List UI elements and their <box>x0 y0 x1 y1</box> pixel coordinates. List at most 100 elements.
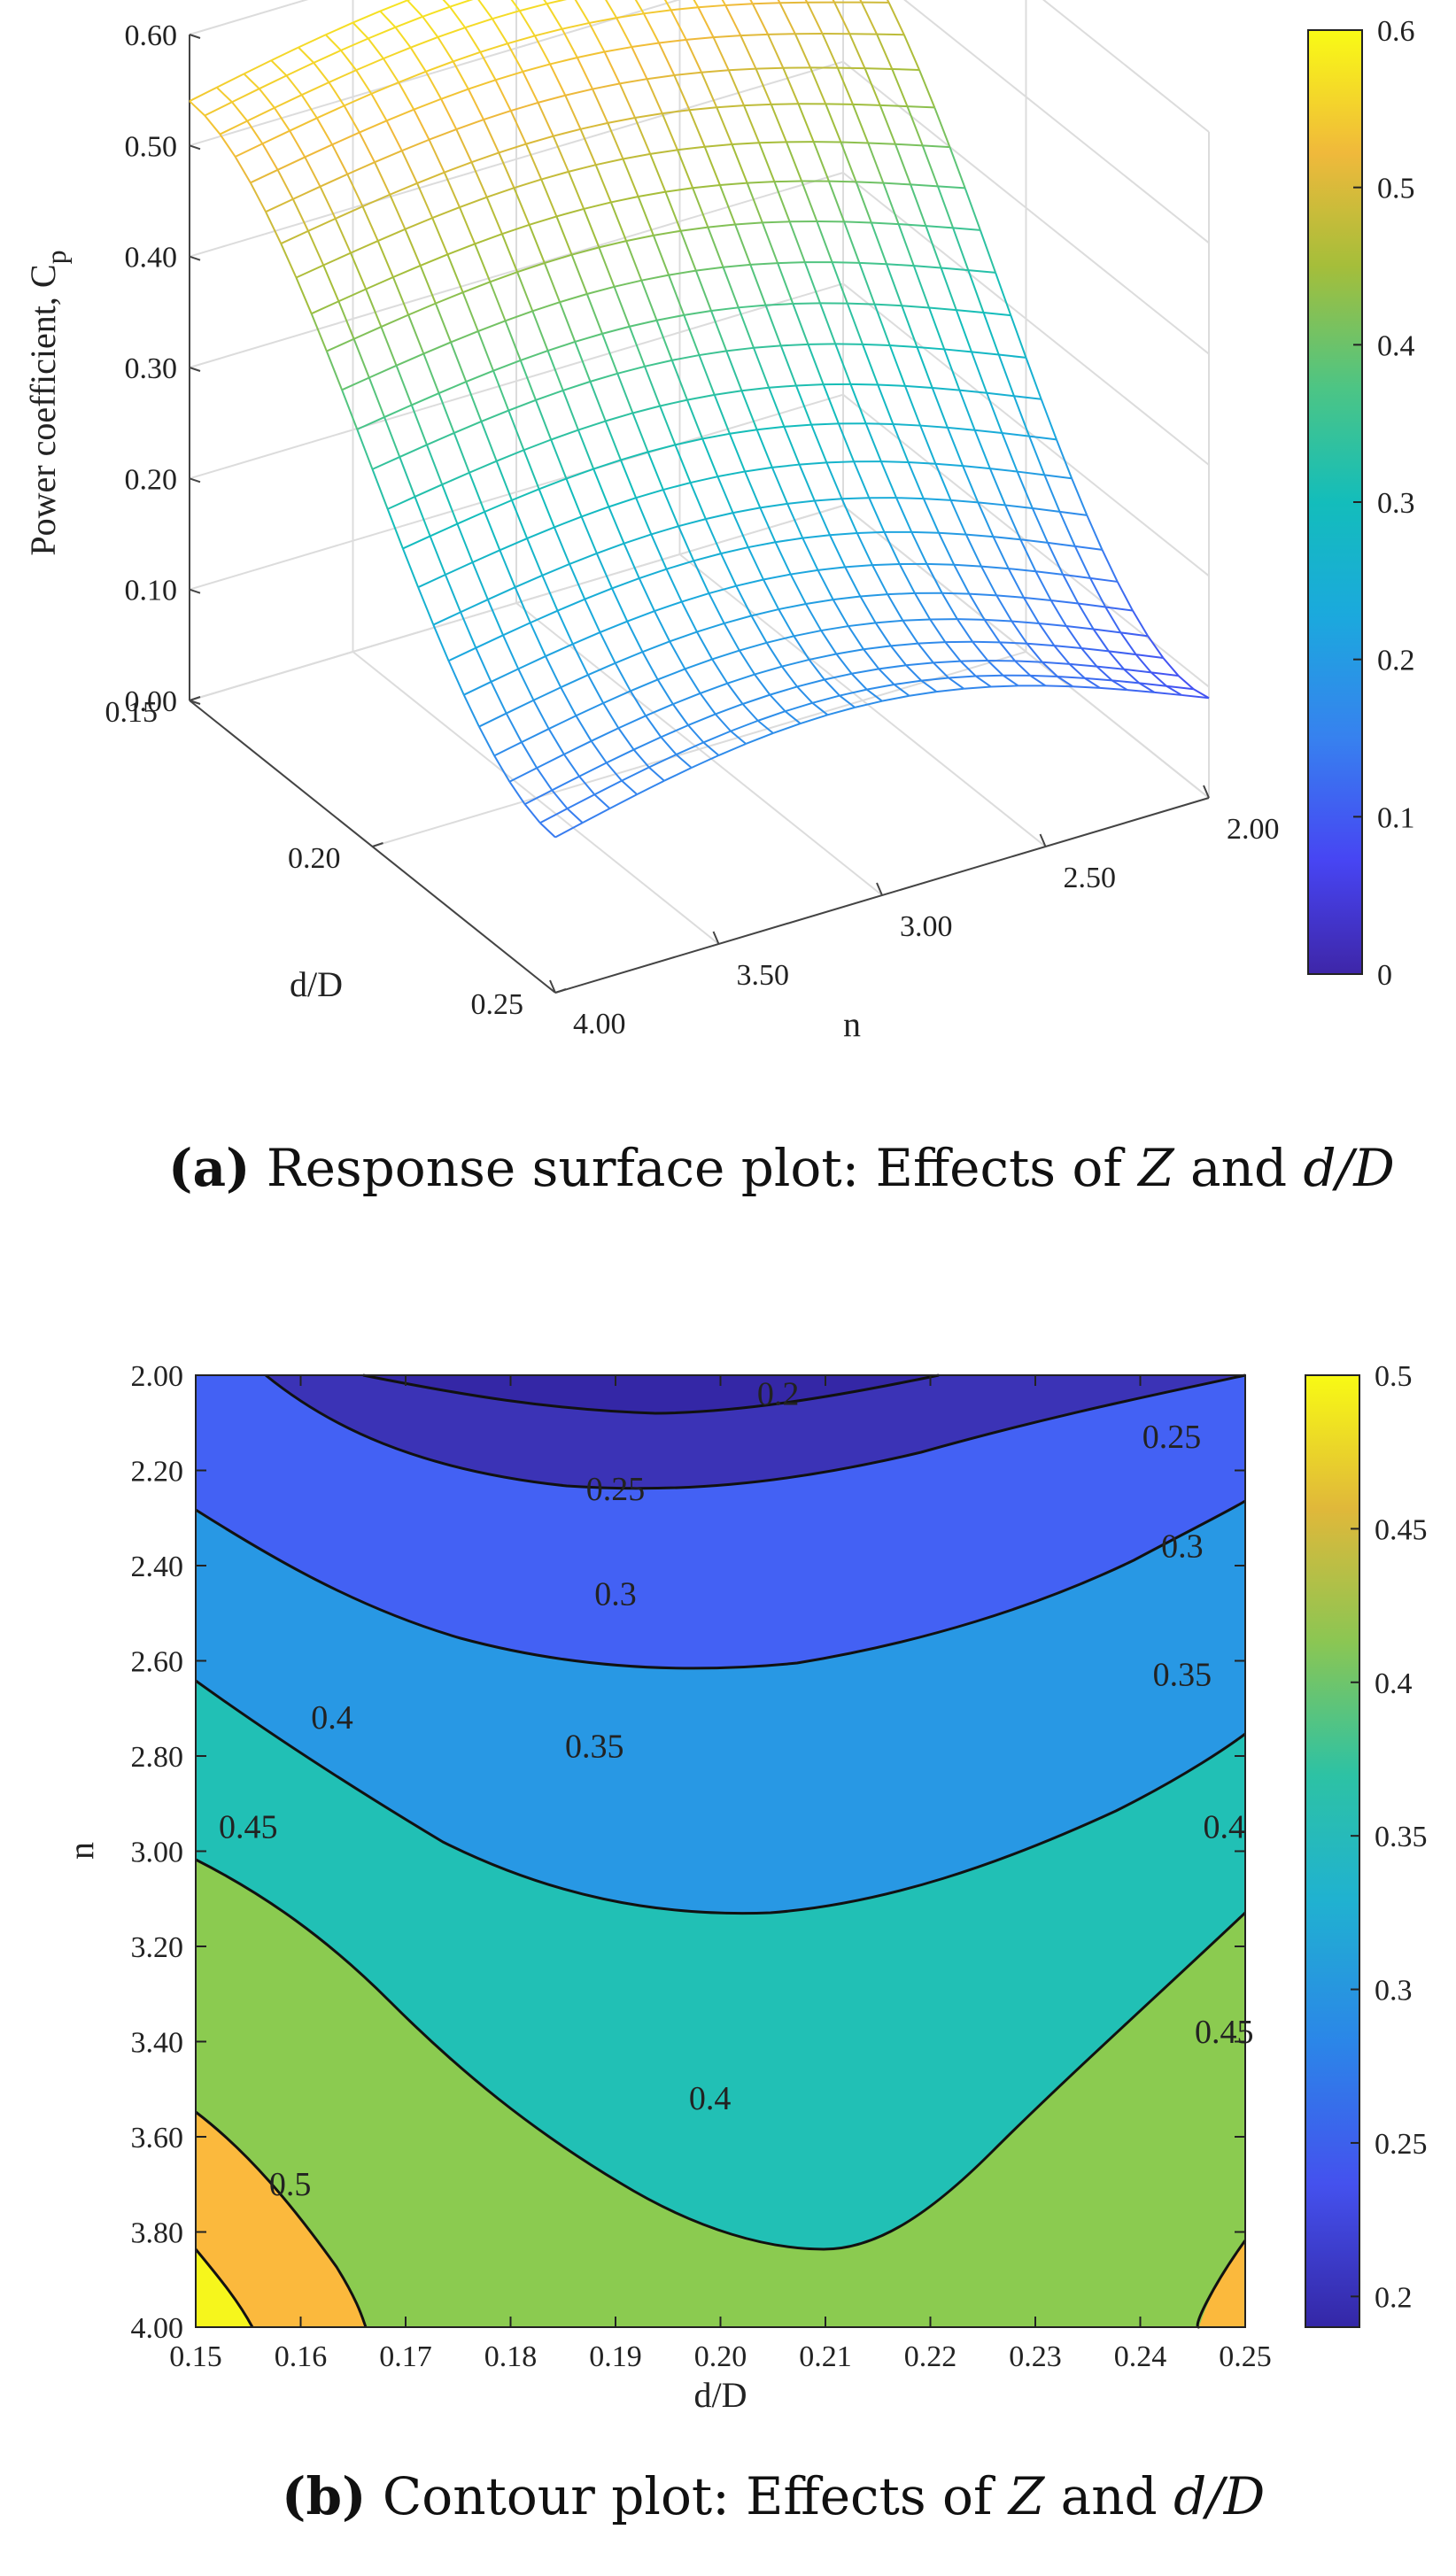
mesh-line-d <box>687 713 716 726</box>
mesh-line-n <box>319 186 337 220</box>
z-tick <box>189 144 201 151</box>
mesh-line-n <box>1062 574 1080 605</box>
mesh-line-d <box>904 384 933 389</box>
mesh-line-d <box>523 63 551 73</box>
mesh-line-n <box>685 39 702 73</box>
mesh-line-d <box>426 432 455 446</box>
mesh-line-d <box>768 33 795 35</box>
mesh-line-n <box>919 425 937 465</box>
mesh-line-n <box>307 230 325 266</box>
mesh-line-n <box>897 223 915 267</box>
mesh-line-n <box>647 451 664 491</box>
mesh-line-d <box>928 306 956 312</box>
mesh-line-n <box>383 58 399 83</box>
mesh-line-d <box>346 161 376 175</box>
mesh-line-n <box>708 592 725 624</box>
mesh-line-n <box>547 728 565 755</box>
mesh-line-n <box>852 104 870 143</box>
mesh-line-d <box>845 564 873 569</box>
mesh-line-d <box>621 766 650 782</box>
mesh-line-d <box>575 702 604 717</box>
mesh-line-d <box>231 88 260 104</box>
mesh-line-n <box>509 110 527 145</box>
contour-label: 0.45 <box>219 1809 278 1846</box>
mesh-line-d <box>595 158 623 166</box>
mesh-line-d <box>511 488 540 501</box>
mesh-line-n <box>443 172 461 208</box>
mesh-line-n <box>668 275 685 316</box>
mesh-line-n <box>964 188 981 231</box>
mesh-line-d <box>604 46 632 53</box>
mesh-line-n <box>1104 606 1122 633</box>
floor-grid-d <box>372 651 1026 847</box>
mesh-line-d <box>538 94 566 104</box>
mesh-line-n <box>716 476 734 514</box>
mesh-line-n <box>592 468 610 507</box>
mesh-line-n <box>699 692 716 716</box>
mesh-line-n <box>964 534 982 567</box>
mesh-line-n <box>895 497 913 533</box>
mesh-line-n <box>867 143 885 184</box>
mesh-line-n <box>243 73 260 89</box>
x-tick-label: 0.25 <box>1219 2340 1272 2373</box>
mesh-line-n <box>922 498 940 534</box>
mesh-line-n <box>721 0 726 6</box>
mesh-line-d <box>457 511 485 525</box>
band-0.5 <box>196 2249 252 2327</box>
mesh-line-n <box>566 808 584 824</box>
mesh-line-d <box>1002 432 1030 437</box>
mesh-line-d <box>1166 685 1194 691</box>
mesh-line-n <box>486 599 504 636</box>
mesh-line-d <box>1089 576 1118 583</box>
mesh-line-d <box>726 346 755 352</box>
mesh-line-n <box>1193 688 1210 700</box>
mesh-line-n <box>822 383 840 424</box>
mesh-line-n <box>606 762 623 782</box>
x-tick-label: 0.22 <box>904 2340 957 2373</box>
mesh-line-n <box>679 230 697 272</box>
mesh-line-n <box>552 135 569 173</box>
mesh-line-n <box>249 182 267 213</box>
mesh-line-d <box>490 271 518 283</box>
mesh-line-d <box>954 563 982 568</box>
mesh-line-n <box>786 141 803 182</box>
mesh-line-n <box>602 702 620 729</box>
mesh-line-n <box>513 187 531 226</box>
mesh-line-n <box>310 313 328 352</box>
mesh-line-d <box>641 274 670 282</box>
mesh-line-n <box>827 181 846 222</box>
mesh-line-d <box>741 386 770 392</box>
mesh-line-d <box>389 182 418 196</box>
mesh-line-n <box>832 599 849 627</box>
mesh-line-d <box>742 693 771 705</box>
mesh-line-d <box>368 26 396 40</box>
mesh-line-n <box>550 439 568 479</box>
colorbar-a-tick-label: 0.2 <box>1377 645 1415 677</box>
mesh-line-d <box>534 27 562 37</box>
y-tick-label: 2.60 <box>131 1646 184 1679</box>
mesh-line-n <box>546 3 563 30</box>
mesh-line-d <box>895 143 923 147</box>
y-tick-label: 3.20 <box>131 1931 184 1964</box>
mesh-line-d <box>567 793 595 810</box>
mesh-line-d <box>755 66 784 70</box>
mesh-line-d <box>675 437 703 446</box>
mesh-line-d <box>626 610 655 623</box>
mesh-line-n <box>902 620 919 645</box>
mesh-line-n <box>720 553 738 587</box>
mesh-line-n <box>795 385 813 425</box>
mesh-line-d <box>580 121 608 130</box>
mesh-line-n <box>718 184 737 225</box>
mesh-line-n <box>739 650 755 676</box>
mesh-line-n <box>741 703 759 722</box>
mesh-line-n <box>575 715 592 742</box>
mesh-line-n <box>665 569 683 602</box>
mesh-line-n <box>928 307 946 350</box>
mesh-line-d <box>216 73 244 89</box>
mesh-line-n <box>298 46 314 64</box>
mesh-line-n <box>455 128 473 163</box>
mesh-line-d <box>259 74 287 90</box>
mesh-line-d <box>936 687 964 693</box>
mesh-line-d <box>814 498 842 502</box>
mesh-line-n <box>355 69 373 95</box>
